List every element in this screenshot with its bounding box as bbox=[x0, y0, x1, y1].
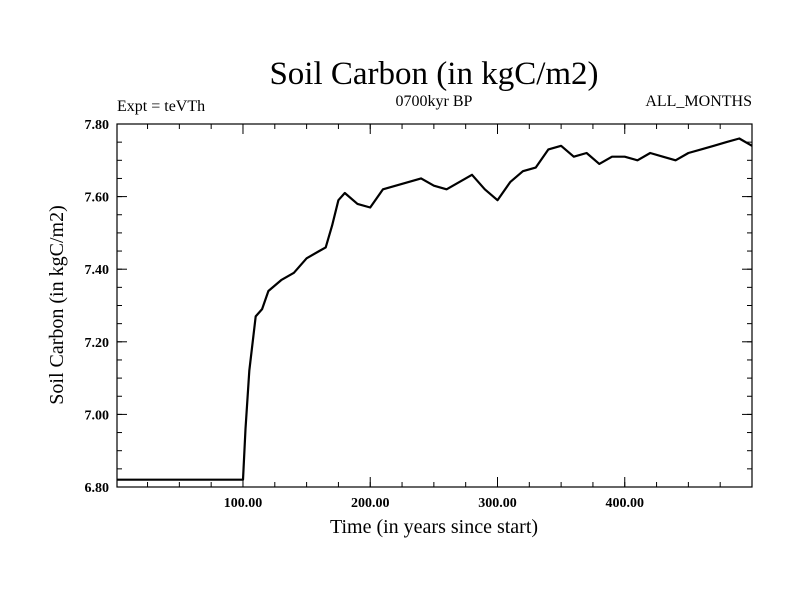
experiment-label: Expt = teVTh bbox=[117, 98, 205, 115]
tick-labels: 100.00 200.00 300.00 400.00 6.80 7.00 7.20 7.40… bbox=[85, 118, 644, 511]
x-tick-label: 300.00 bbox=[478, 496, 517, 511]
period-label: 0700kyr BP bbox=[396, 93, 473, 110]
y-tick-label: 7.20 bbox=[85, 336, 110, 351]
series-line bbox=[117, 137, 753, 481]
y-tick-label: 6.80 bbox=[85, 481, 110, 496]
data-series bbox=[117, 137, 753, 481]
axis-ticks bbox=[117, 123, 752, 488]
x-tick-label: 400.00 bbox=[605, 496, 644, 511]
months-label: ALL_MONTHS bbox=[645, 93, 752, 110]
y-tick-label: 7.40 bbox=[85, 263, 110, 278]
y-tick-label: 7.60 bbox=[85, 191, 110, 206]
x-axis-title: Time (in years since start) bbox=[330, 516, 538, 538]
x-tick-label: 100.00 bbox=[224, 496, 263, 511]
y-axis-title: Soil Carbon (in kgC/m2) bbox=[46, 205, 68, 404]
chart-title: Soil Carbon (in kgC/m2) bbox=[269, 56, 598, 92]
y-tick-label: 7.80 bbox=[85, 118, 110, 133]
plot-frame bbox=[116, 123, 753, 488]
y-tick-label: 7.00 bbox=[85, 408, 110, 423]
x-tick-label: 200.00 bbox=[351, 496, 390, 511]
